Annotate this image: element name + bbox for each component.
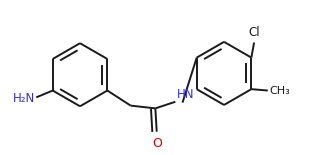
Text: O: O	[152, 137, 162, 150]
Text: CH₃: CH₃	[269, 86, 290, 95]
Text: Cl: Cl	[249, 26, 260, 39]
Text: HN: HN	[176, 88, 194, 101]
Text: H₂N: H₂N	[13, 92, 35, 105]
